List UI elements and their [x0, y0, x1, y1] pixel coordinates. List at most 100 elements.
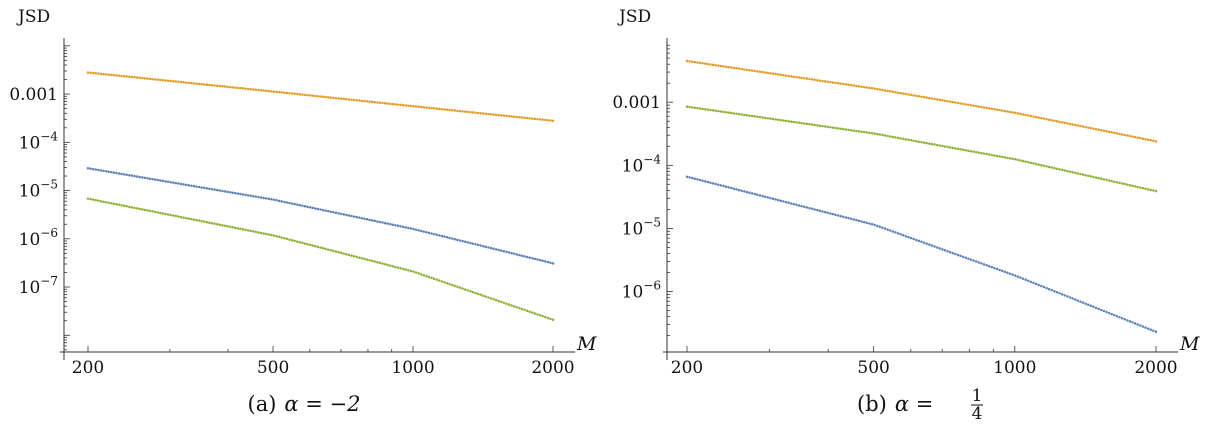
data-point [200, 219, 203, 223]
data-point [907, 138, 910, 142]
data-point [1079, 124, 1082, 128]
data-point [873, 132, 876, 135]
data-point [1066, 295, 1069, 298]
data-point [1001, 155, 1004, 159]
data-point [852, 218, 856, 221]
data-point [549, 119, 552, 122]
data-point [920, 140, 923, 144]
data-point [753, 192, 756, 196]
data-point [94, 198, 97, 202]
data-point [1136, 136, 1140, 139]
data-point [711, 109, 715, 112]
data-point [907, 93, 910, 96]
data-point [141, 176, 144, 179]
data-point [471, 111, 475, 114]
data-point [443, 108, 446, 111]
data-point [954, 252, 957, 256]
data-point [420, 105, 423, 109]
data-point [995, 267, 999, 271]
data-point [138, 207, 141, 211]
data-point [528, 310, 531, 313]
data-point [862, 85, 866, 89]
data-point [288, 238, 291, 241]
data-point [800, 121, 803, 125]
data-point [771, 197, 775, 201]
data-point [685, 59, 689, 63]
data-point [1107, 179, 1111, 182]
data-point [110, 73, 113, 77]
data-point [709, 181, 712, 184]
data-point [130, 206, 134, 209]
data-point [275, 90, 278, 94]
data-point [985, 264, 988, 267]
data-point [745, 114, 749, 117]
data-point [1141, 325, 1145, 328]
data-point [1042, 117, 1046, 120]
data-point [262, 89, 265, 92]
data-point [735, 188, 738, 191]
data-point [298, 240, 302, 244]
data-point [1014, 158, 1017, 161]
data-point [396, 224, 400, 228]
data-point [745, 68, 749, 72]
data-point [523, 308, 526, 312]
data-point [414, 228, 418, 231]
data-point [964, 256, 968, 260]
data-point [363, 99, 366, 103]
data-point [177, 215, 180, 218]
data-point [805, 122, 809, 126]
data-point [836, 214, 840, 217]
data-point [969, 103, 973, 107]
data-point [290, 202, 294, 205]
data-point [1053, 119, 1056, 123]
data-point [740, 67, 743, 71]
data-point [1034, 282, 1038, 286]
data-point [531, 311, 534, 314]
data-point [324, 247, 327, 251]
data-point [128, 205, 131, 209]
data-point [249, 87, 252, 91]
data-point [943, 145, 947, 148]
data-point [873, 87, 876, 90]
data-point [784, 119, 788, 123]
data-point [370, 219, 374, 222]
data-point [133, 76, 136, 79]
data-point [489, 113, 493, 116]
data-point [438, 279, 441, 282]
data-point [883, 227, 887, 230]
data-point [1105, 178, 1108, 182]
data-point [365, 100, 369, 103]
data-point [334, 211, 338, 215]
data-point [750, 192, 754, 195]
data-point [500, 249, 503, 252]
data-point [706, 108, 710, 111]
data-point [844, 128, 848, 131]
data-point [922, 241, 926, 244]
data-point [1110, 312, 1113, 316]
data-point [1089, 126, 1093, 130]
data-point [182, 183, 185, 186]
data-point [857, 219, 861, 223]
data-point [821, 124, 824, 128]
data-point [912, 94, 915, 97]
data-point [190, 184, 193, 187]
data-point [324, 209, 327, 212]
data-point [951, 251, 955, 255]
data-point [283, 236, 286, 240]
data-point [1107, 311, 1111, 315]
data-point [792, 75, 796, 78]
data-point [327, 96, 330, 99]
data-point [363, 217, 366, 220]
data-point [319, 208, 322, 211]
caption-fraction-denominator: 4 [972, 404, 983, 424]
data-point [143, 176, 147, 180]
data-point [99, 199, 103, 203]
data-point [743, 68, 746, 71]
data-point [197, 185, 201, 189]
data-point [1008, 157, 1012, 160]
data-point [714, 182, 717, 186]
data-point [909, 236, 913, 240]
data-point [771, 72, 775, 75]
